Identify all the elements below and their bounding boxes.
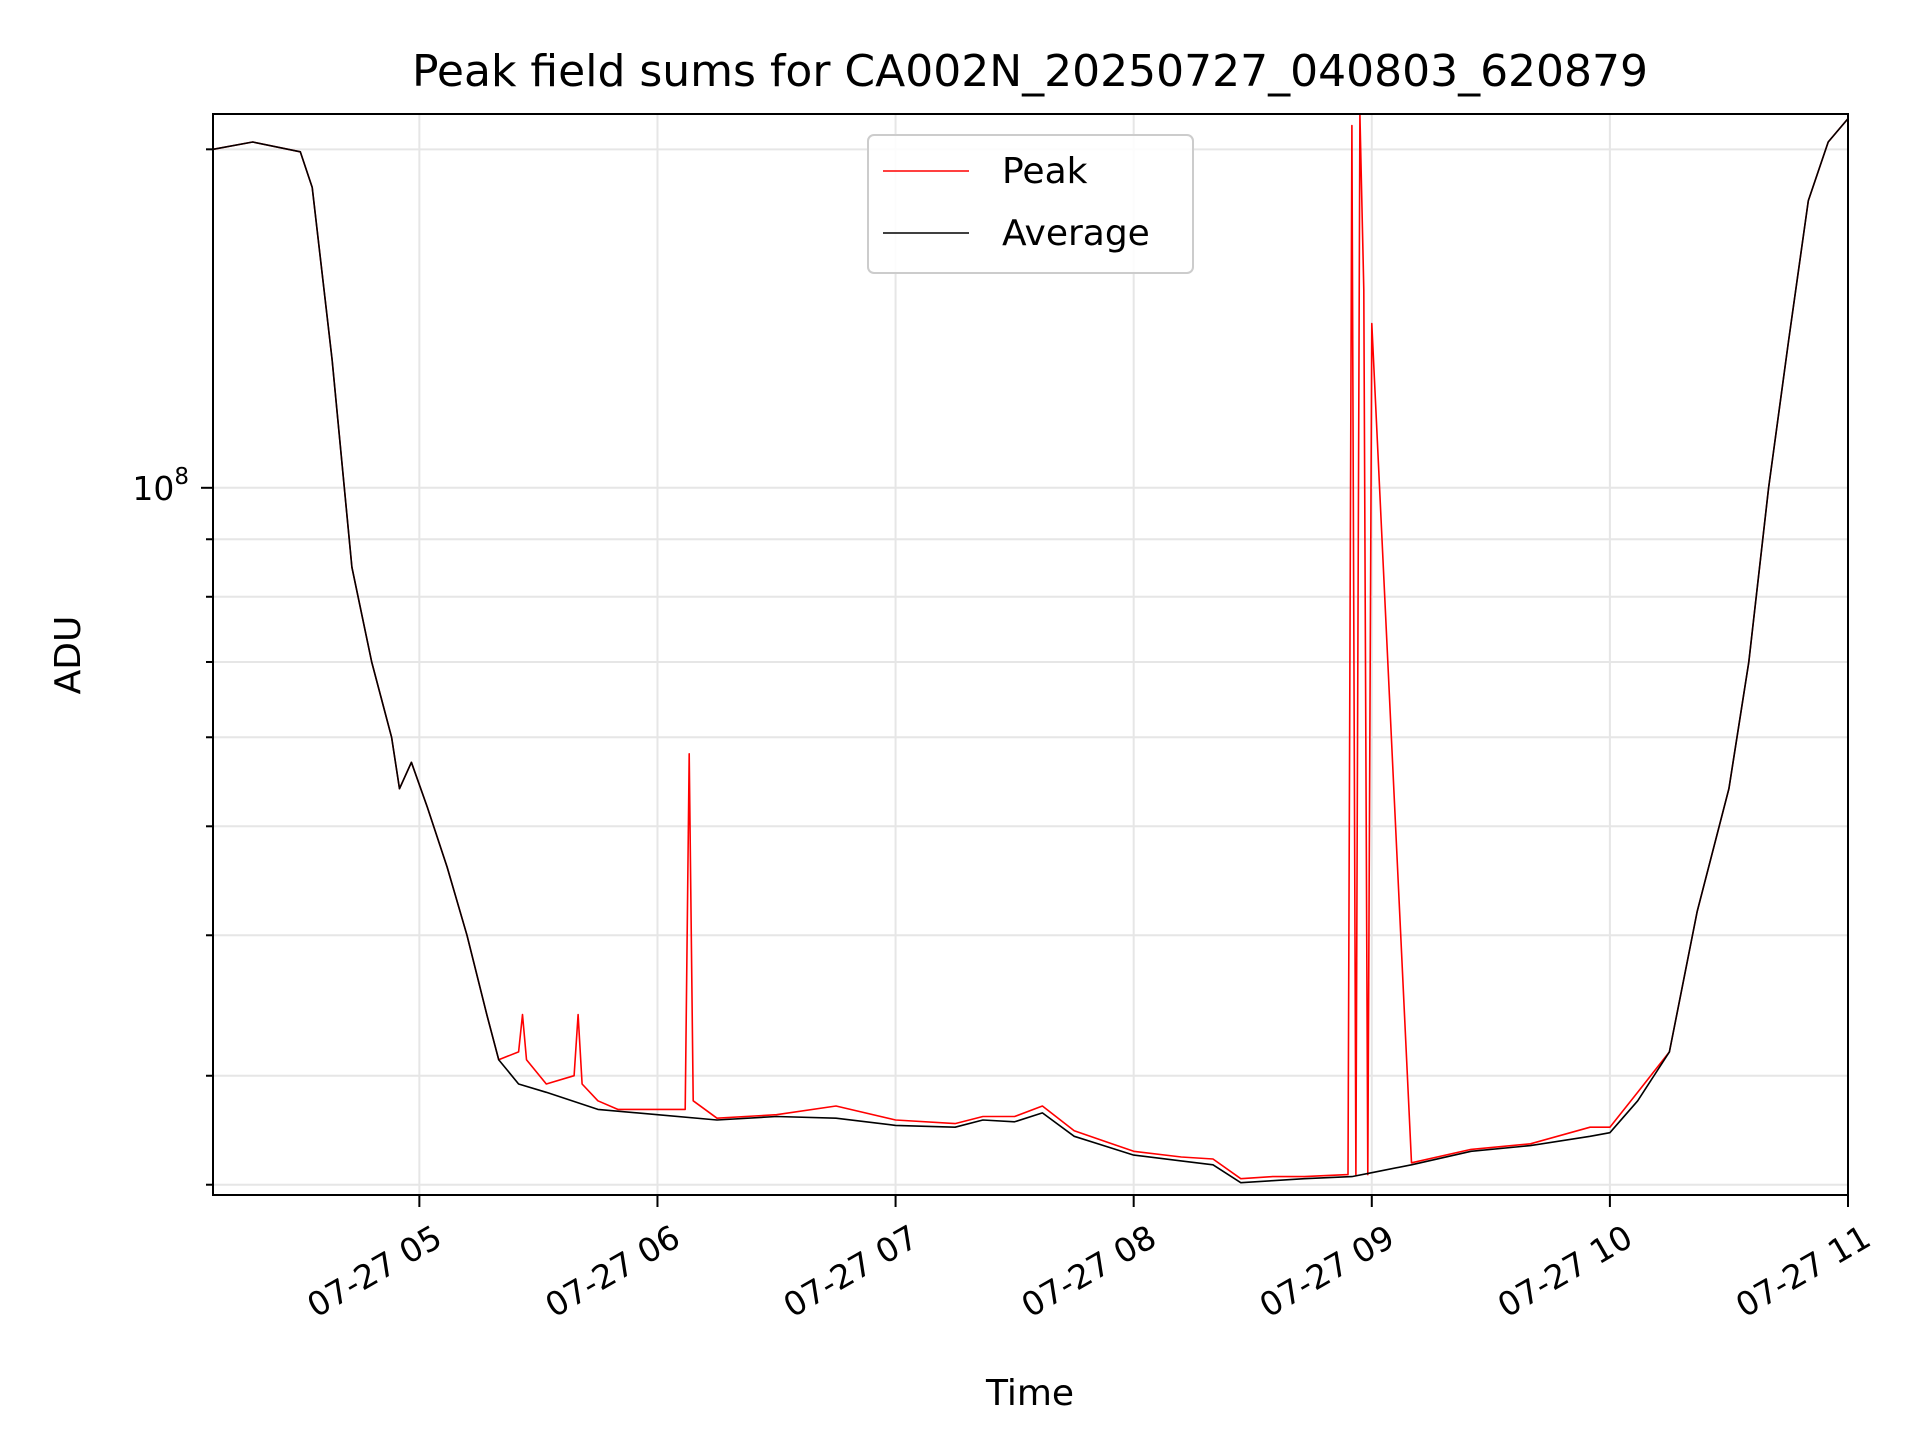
series-line-average	[213, 118, 1848, 1184]
plot-area-frame	[212, 113, 1849, 1196]
legend-label-peak: Peak	[1002, 151, 1088, 192]
legend[interactable]: Peak Average	[867, 134, 1194, 274]
legend-box	[867, 134, 1194, 274]
plot-series	[213, 114, 1848, 1184]
x-axis-label: Time	[985, 1373, 1074, 1414]
y-axis-label: ADU	[48, 616, 89, 695]
legend-label-average: Average	[1002, 213, 1150, 254]
grid	[213, 114, 1849, 1195]
chart-title: Peak field sums for CA002N_20250727_0408…	[412, 46, 1648, 97]
y-tick-label: 108	[132, 464, 189, 508]
